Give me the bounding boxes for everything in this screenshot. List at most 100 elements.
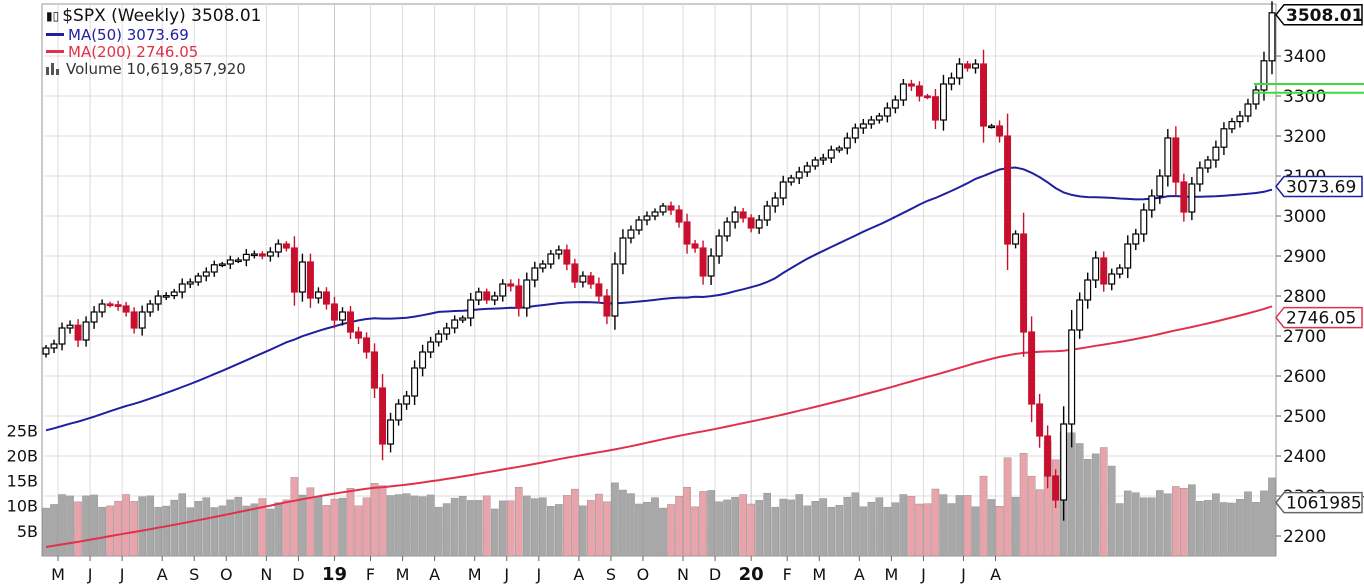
- time-tick-label: A: [157, 565, 168, 584]
- candle-body: [972, 63, 979, 69]
- last-value-tags: 3508.01 3073.69 2746.05 10619857920: [1254, 4, 1364, 514]
- volume-bar: [699, 491, 707, 557]
- candlesticks: [42, 1, 1276, 521]
- volume-bar: [1188, 484, 1196, 557]
- volume-bar: [811, 501, 820, 557]
- volume-tick-label: 25B: [7, 421, 38, 440]
- candle-body: [603, 295, 611, 317]
- legend-volume-row: Volume 10,619,857,920: [46, 60, 261, 78]
- candle-body: [451, 319, 459, 329]
- candle-body: [1036, 403, 1044, 437]
- volume-bar: [667, 504, 675, 557]
- candle-body: [923, 95, 931, 99]
- time-tick-label: F: [366, 565, 375, 584]
- time-tick-label: O: [220, 565, 233, 584]
- last-volume-tag-text: 10619857920: [1286, 494, 1364, 514]
- last-volume-tag: 10619857920: [1275, 491, 1364, 514]
- volume-tick-label: 20B: [7, 446, 38, 465]
- candle-body: [122, 305, 130, 313]
- volume-bar: [1244, 491, 1252, 557]
- candle-body: [491, 295, 499, 301]
- candle-body: [330, 303, 338, 321]
- candle-body: [355, 331, 362, 339]
- volume-bar: [787, 499, 796, 557]
- volume-bar: [1220, 502, 1228, 557]
- volume-bar: [226, 499, 235, 557]
- volume-bar: [883, 506, 892, 557]
- candle-body: [90, 311, 98, 323]
- last-volume-tag-box: [1275, 491, 1363, 514]
- volume-bar: [843, 497, 852, 557]
- volume-bar: [675, 496, 683, 557]
- candle-body: [659, 205, 667, 213]
- candle-body: [643, 215, 651, 221]
- candle-body: [1188, 183, 1196, 213]
- volume-bar: [1003, 457, 1012, 557]
- candle-body: [347, 311, 354, 333]
- volume-bar: [122, 494, 130, 557]
- volume-bar: [899, 494, 908, 557]
- candle-body: [891, 99, 899, 109]
- volume-bars: [42, 432, 1276, 557]
- candle-body: [322, 291, 330, 305]
- volume-bar: [1123, 490, 1132, 557]
- candle-body: [651, 211, 659, 217]
- candle-body: [939, 83, 947, 121]
- candlestick-icon: ▮▯: [46, 9, 60, 23]
- candle-body: [635, 219, 643, 231]
- volume-bar: [1107, 465, 1116, 557]
- candle-body: [483, 291, 491, 301]
- candle-body: [290, 247, 298, 293]
- last-ma50-tag-box: [1275, 175, 1363, 198]
- time-tick-label: O: [637, 565, 650, 584]
- volume-bar: [803, 505, 812, 557]
- candle-body: [851, 127, 859, 139]
- volume-bar: [835, 505, 844, 557]
- candle-body: [899, 83, 907, 101]
- last-ma200-tag-text: 2746.05: [1286, 309, 1356, 329]
- volume-tick-label: 10B: [7, 497, 38, 516]
- candle-body: [675, 209, 683, 223]
- volume-bar: [587, 500, 595, 557]
- candle-body: [547, 253, 555, 265]
- volume-bar: [539, 497, 547, 557]
- volume-bar: [875, 497, 884, 557]
- candle-body: [202, 271, 210, 277]
- candle-body: [114, 304, 122, 307]
- candle-body: [435, 333, 443, 343]
- volume-bar: [1212, 493, 1220, 557]
- candle-body: [587, 275, 595, 285]
- time-tick-label: A: [573, 565, 584, 584]
- last-ma50-tag-text: 3073.69: [1286, 178, 1356, 198]
- volume-bar: [378, 485, 387, 557]
- legend-title-row: ▮▯ $SPX (Weekly) 3508.01: [46, 6, 261, 26]
- candle-body: [819, 157, 827, 161]
- last-price-tag-text: 3508.01: [1286, 6, 1363, 26]
- candle-body: [803, 165, 811, 173]
- chart-legend: ▮▯ $SPX (Weekly) 3508.01 MA(50) 3073.69 …: [46, 6, 261, 78]
- volume-bar: [859, 506, 868, 557]
- candle-body: [266, 251, 274, 257]
- volume-bar: [547, 506, 555, 557]
- price-tick-label: 2200: [1283, 527, 1326, 547]
- candle-body: [82, 321, 90, 341]
- candle-body: [242, 253, 250, 261]
- price-tick-label: 2700: [1283, 327, 1326, 347]
- volume-bar: [1164, 493, 1172, 557]
- legend-title: $SPX (Weekly) 3508.01: [62, 6, 262, 26]
- candle-body: [1204, 159, 1212, 169]
- candle-body: [98, 303, 106, 313]
- price-tick-label: 3000: [1283, 207, 1326, 227]
- time-tick-label: J: [535, 565, 541, 584]
- volume-bar: [266, 508, 275, 557]
- volume-bar: [595, 493, 603, 557]
- candle-body: [1228, 120, 1236, 130]
- volume-bar: [250, 503, 259, 557]
- volume-bar: [530, 498, 539, 557]
- time-tick-label: A: [990, 565, 1001, 584]
- candle-body: [1244, 103, 1252, 117]
- candle-body: [787, 177, 795, 183]
- volume-bar: [971, 506, 980, 557]
- volume-bar: [178, 493, 187, 557]
